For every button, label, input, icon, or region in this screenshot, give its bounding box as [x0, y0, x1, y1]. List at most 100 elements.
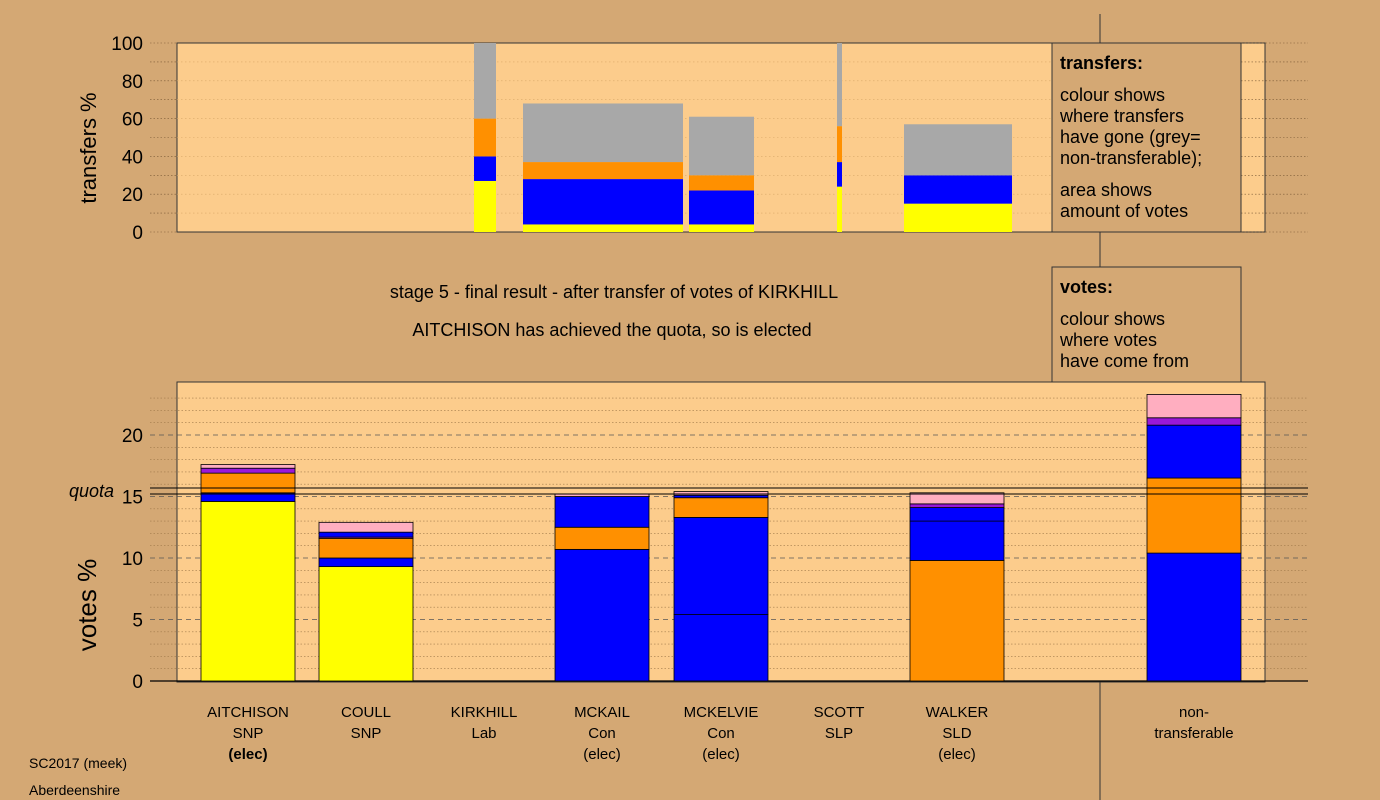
transfer-segment-kirkhill-snp: [523, 224, 683, 232]
vote-segment-non-transferable-slp: [1146, 394, 1242, 419]
vote-segment-mckail-con: [554, 548, 650, 682]
stage-subtitle: stage 5 - final result - after transfer …: [390, 282, 838, 302]
x-label-scott: SLP: [825, 725, 853, 742]
vote-segment-walker-lab: [909, 503, 1005, 508]
vote-segment-mckelvie-sld: [673, 497, 769, 518]
transfers-legend-line-2: where transfers: [1059, 106, 1184, 126]
vote-segment-mckelvie-slp: [673, 491, 769, 496]
transfers-legend-line-1: colour shows: [1060, 85, 1165, 105]
vote-segment-walker-con: [909, 507, 1005, 522]
votes-tick-label: 20: [122, 426, 143, 447]
transfer-segment-aitchison-snp: [474, 180, 496, 232]
transfer-segment-aitchison-sld: [474, 118, 496, 157]
transfer-segment-scott-snp: [904, 203, 1012, 232]
vote-segment-mckelvie-con: [673, 517, 769, 615]
x-label-aitchison: AITCHISON: [207, 704, 289, 721]
transfer-segment-mckail-con: [689, 190, 754, 225]
vote-segment-coull-con: [318, 531, 414, 538]
x-label-non-transferable: non-: [1179, 704, 1209, 721]
vote-segment-walker-slp: [909, 492, 1005, 505]
vote-segment-walker-sld: [909, 560, 1005, 682]
vote-segment-non-transferable-con: [1146, 552, 1242, 682]
transfer-segment-mckelvie-sld: [837, 126, 842, 163]
transfers-legend-line-6: amount of votes: [1060, 201, 1188, 221]
transfer-segment-mckail-snp: [689, 224, 754, 232]
x-label-kirkhill: KIRKHILL: [451, 704, 518, 721]
x-label-walker: (elec): [938, 746, 976, 763]
x-label-walker: WALKER: [926, 704, 989, 721]
votes-tick-label: 15: [122, 488, 143, 509]
transfers-tick-label: 100: [111, 34, 143, 55]
x-label-aitchison: (elec): [228, 746, 267, 763]
transfers-y-ticks: 0 20 40 60 80 100: [111, 34, 143, 244]
vote-segment-aitchison-slp: [200, 464, 296, 469]
x-label-mckelvie: MCKELVIE: [684, 704, 759, 721]
x-label-mckail: (elec): [583, 746, 621, 763]
transfer-segment-scott-non-transferable: [904, 124, 1012, 176]
transfer-segment-kirkhill-sld: [523, 162, 683, 180]
vote-segment-non-transferable-con: [1146, 424, 1242, 479]
votes-tick-label: 5: [132, 611, 143, 632]
votes-y-ticks: 0 5 10 15 20: [122, 426, 143, 693]
transfer-segment-scott-con: [904, 175, 1012, 204]
quota-label: quota: [69, 481, 114, 501]
footer-source: SC2017 (meek): [29, 755, 127, 771]
x-label-mckelvie: Con: [707, 725, 735, 742]
votes-bars: [200, 394, 1242, 682]
transfer-segment-mckelvie-snp: [837, 186, 842, 232]
transfers-tick-label: 60: [122, 110, 143, 131]
stage-status: AITCHISON has achieved the quota, so is …: [412, 320, 811, 340]
transfers-tick-label: 20: [122, 185, 143, 206]
transfers-bars: [474, 43, 1012, 232]
transfers-legend-line-5: area shows: [1060, 180, 1152, 200]
x-label-kirkhill: Lab: [471, 725, 496, 742]
x-label-coull: SNP: [351, 725, 382, 742]
transfer-segment-mckail-non-transferable: [689, 116, 754, 176]
x-label-mckail: MCKAIL: [574, 704, 630, 721]
vote-segment-mckail-sld: [554, 526, 650, 550]
transfers-y-axis-label: transfers %: [76, 92, 101, 203]
vote-segment-aitchison-snp: [200, 501, 296, 682]
transfer-segment-aitchison-non-transferable: [474, 43, 496, 119]
transfers-legend-line-3: have gone (grey=: [1060, 127, 1201, 147]
transfers-tick-label: 0: [132, 223, 143, 244]
vote-segment-non-transferable-lab: [1146, 417, 1242, 426]
x-label-non-transferable: transferable: [1154, 725, 1233, 742]
x-label-coull: COULL: [341, 704, 391, 721]
vote-segment-aitchison-lab: [200, 467, 296, 474]
transfer-segment-kirkhill-con: [523, 179, 683, 225]
transfers-tick-label: 80: [122, 72, 143, 93]
x-label-aitchison: SNP: [233, 725, 264, 742]
votes-x-labels: AITCHISON SNP (elec) COULL SNP KIRKHILL Lab MCK…: [207, 704, 1233, 763]
vote-segment-mckail-con: [554, 496, 650, 528]
vote-segment-coull-slp: [318, 521, 414, 533]
vote-segment-non-transferable-sld: [1146, 477, 1242, 554]
votes-y-axis-label: votes %: [72, 559, 102, 652]
transfers-tick-label: 40: [122, 147, 143, 168]
transfer-segment-mckelvie-non-transferable: [837, 43, 842, 127]
vote-segment-walker-con: [909, 520, 1005, 561]
vote-segment-mckelvie-con: [673, 614, 769, 682]
votes-legend-box: [1051, 266, 1242, 383]
transfers-legend-title: transfers:: [1060, 53, 1143, 73]
votes-legend-line-2: where votes: [1059, 330, 1157, 350]
x-label-walker: SLD: [942, 725, 971, 742]
x-label-mckail: Con: [588, 725, 616, 742]
vote-segment-coull-con: [318, 557, 414, 568]
votes-legend-line-3: have come from: [1060, 351, 1189, 371]
votes-legend-title: votes:: [1060, 277, 1113, 297]
votes-chart: 0 5 10 15 20 AITCHISON SNP (elec) COULL SNP KIRKH…: [69, 381, 1308, 763]
votes-tick-label: 10: [122, 549, 143, 570]
votes-legend-line-1: colour shows: [1060, 309, 1165, 329]
votes-tick-label: 0: [132, 672, 143, 693]
transfer-segment-mckelvie-con: [837, 162, 842, 187]
x-label-scott: SCOTT: [814, 704, 865, 721]
transfer-segment-aitchison-con: [474, 156, 496, 181]
x-label-mckelvie: (elec): [702, 746, 740, 763]
footer-region: Aberdeenshire: [29, 782, 120, 798]
vote-segment-aitchison-sld: [200, 472, 296, 494]
vote-segment-coull-sld: [318, 537, 414, 559]
transfers-legend-line-4: non-transferable);: [1060, 148, 1202, 168]
transfers-legend-box: [1051, 42, 1242, 233]
